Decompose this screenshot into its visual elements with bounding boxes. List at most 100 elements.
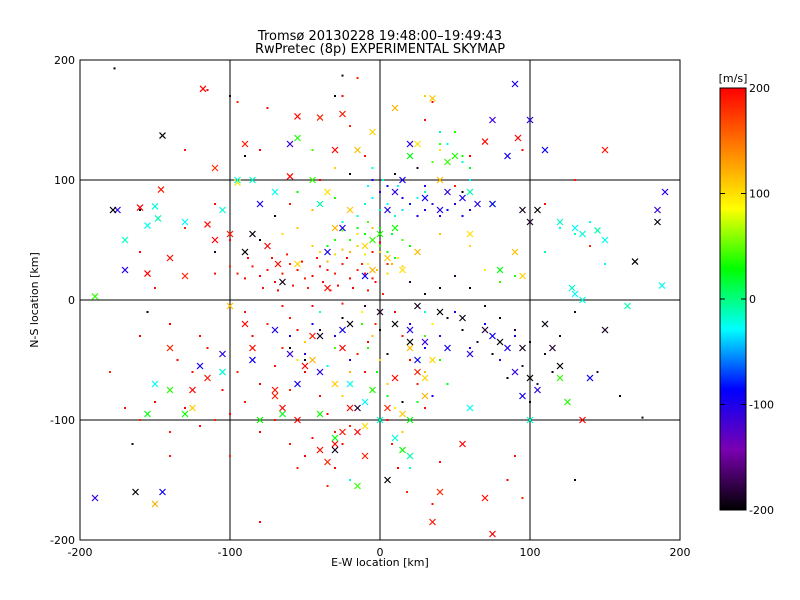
data-point-cross-354 bbox=[301, 362, 309, 370]
data-point-dot-7 bbox=[289, 263, 291, 265]
data-point-dot-44 bbox=[214, 419, 216, 421]
data-point-dot-189 bbox=[394, 257, 396, 259]
data-point-dot-293 bbox=[341, 317, 344, 319]
data-point-cross-529 bbox=[279, 278, 286, 286]
data-point-dot-121 bbox=[319, 179, 321, 181]
data-point-cross-368 bbox=[414, 368, 421, 376]
data-point-cross-415 bbox=[406, 152, 414, 160]
data-point-dot-280 bbox=[476, 341, 479, 343]
data-point-cross-376 bbox=[429, 94, 436, 102]
data-point-dot-172 bbox=[439, 233, 441, 235]
data-point-dot-159 bbox=[401, 431, 404, 433]
data-point-dot-49 bbox=[139, 419, 141, 421]
data-point-dot-107 bbox=[506, 479, 509, 481]
data-point-dot-99 bbox=[424, 407, 426, 409]
data-point-dot-185 bbox=[334, 239, 336, 241]
data-point-dot-229 bbox=[469, 179, 471, 181]
data-point-dot-314 bbox=[461, 191, 464, 193]
data-point-cross-461 bbox=[391, 188, 399, 196]
data-point-dot-303 bbox=[229, 95, 231, 97]
data-point-dot-140 bbox=[326, 260, 329, 263]
data-point-dot-294 bbox=[364, 305, 366, 307]
data-point-cross-378 bbox=[436, 176, 444, 184]
data-point-cross-366 bbox=[514, 134, 522, 142]
data-point-cross-441 bbox=[571, 224, 579, 232]
data-point-dot-135 bbox=[349, 251, 351, 253]
data-point-cross-442 bbox=[579, 230, 586, 238]
data-point-dot-45 bbox=[199, 425, 201, 427]
data-point-dot-113 bbox=[374, 281, 377, 283]
data-point-dot-291 bbox=[304, 359, 306, 361]
data-point-cross-514 bbox=[541, 320, 549, 328]
data-point-cross-396 bbox=[466, 230, 474, 238]
data-point-dot-270 bbox=[454, 275, 456, 277]
data-point-cross-425 bbox=[151, 202, 159, 210]
data-point-cross-379 bbox=[361, 242, 369, 250]
data-point-dot-158 bbox=[341, 395, 344, 397]
data-point-cross-478 bbox=[219, 350, 226, 358]
data-point-dot-41 bbox=[259, 383, 261, 385]
data-point-dot-83 bbox=[304, 371, 306, 373]
data-point-cross-361 bbox=[489, 530, 496, 538]
data-point-dot-126 bbox=[206, 89, 209, 91]
data-point-cross-395 bbox=[189, 404, 196, 412]
data-point-cross-333 bbox=[181, 272, 189, 280]
data-point-dot-62 bbox=[296, 467, 299, 469]
data-point-dot-317 bbox=[596, 371, 599, 373]
data-point-dot-170 bbox=[296, 227, 299, 229]
data-point-cross-497 bbox=[159, 488, 166, 496]
data-point-cross-355 bbox=[309, 332, 316, 340]
data-point-dot-14 bbox=[236, 272, 239, 275]
data-point-dot-308 bbox=[139, 209, 141, 211]
data-point-dot-80 bbox=[281, 305, 284, 307]
data-point-dot-85 bbox=[169, 455, 171, 457]
data-point-dot-243 bbox=[431, 203, 434, 205]
data-point-dot-136 bbox=[356, 245, 359, 247]
data-point-cross-404 bbox=[309, 176, 316, 184]
data-point-dot-174 bbox=[484, 269, 486, 271]
data-point-dot-236 bbox=[319, 311, 321, 313]
data-point-cross-352 bbox=[346, 404, 354, 412]
data-point-cross-474 bbox=[541, 146, 549, 154]
data-point-dot-153 bbox=[371, 335, 374, 337]
data-point-dot-109 bbox=[439, 461, 441, 463]
data-point-cross-385 bbox=[309, 356, 316, 364]
data-point-cross-508 bbox=[436, 308, 444, 316]
data-point-dot-266 bbox=[311, 323, 314, 325]
data-point-dot-248 bbox=[469, 209, 471, 211]
data-point-dot-76 bbox=[229, 239, 231, 241]
data-point-dot-50 bbox=[191, 371, 194, 373]
data-point-dot-176 bbox=[364, 233, 366, 235]
data-point-dot-260 bbox=[484, 323, 486, 325]
data-point-dot-169 bbox=[311, 209, 314, 211]
data-point-cross-437 bbox=[391, 434, 399, 442]
data-point-dot-53 bbox=[221, 389, 224, 391]
data-point-dot-208 bbox=[499, 281, 501, 283]
data-point-cross-516 bbox=[556, 362, 564, 370]
colorbar-tick-label-4: -200 bbox=[749, 504, 774, 517]
data-point-dot-87 bbox=[124, 407, 126, 409]
data-point-dot-26 bbox=[301, 260, 303, 263]
data-point-dot-163 bbox=[304, 341, 306, 343]
data-point-cross-346 bbox=[294, 416, 301, 424]
data-point-cross-357 bbox=[391, 374, 399, 382]
data-point-cross-522 bbox=[519, 206, 526, 214]
data-point-dot-97 bbox=[409, 359, 411, 361]
data-point-dot-29 bbox=[346, 257, 348, 259]
data-points bbox=[91, 67, 669, 538]
data-point-dot-269 bbox=[349, 359, 351, 361]
data-point-cross-448 bbox=[624, 302, 631, 310]
data-point-dot-82 bbox=[341, 302, 344, 305]
data-point-dot-274 bbox=[514, 329, 516, 331]
data-point-cross-511 bbox=[496, 338, 504, 346]
data-point-cross-494 bbox=[586, 374, 594, 382]
data-point-dot-95 bbox=[394, 311, 396, 313]
data-point-dot-8 bbox=[281, 272, 284, 275]
data-point-dot-27 bbox=[286, 253, 288, 256]
data-point-dot-173 bbox=[469, 245, 471, 247]
data-point-dot-157 bbox=[349, 371, 351, 373]
data-point-cross-504 bbox=[346, 320, 354, 328]
data-point-cross-402 bbox=[181, 410, 189, 418]
data-point-dot-123 bbox=[259, 149, 261, 151]
data-point-dot-253 bbox=[371, 179, 374, 181]
